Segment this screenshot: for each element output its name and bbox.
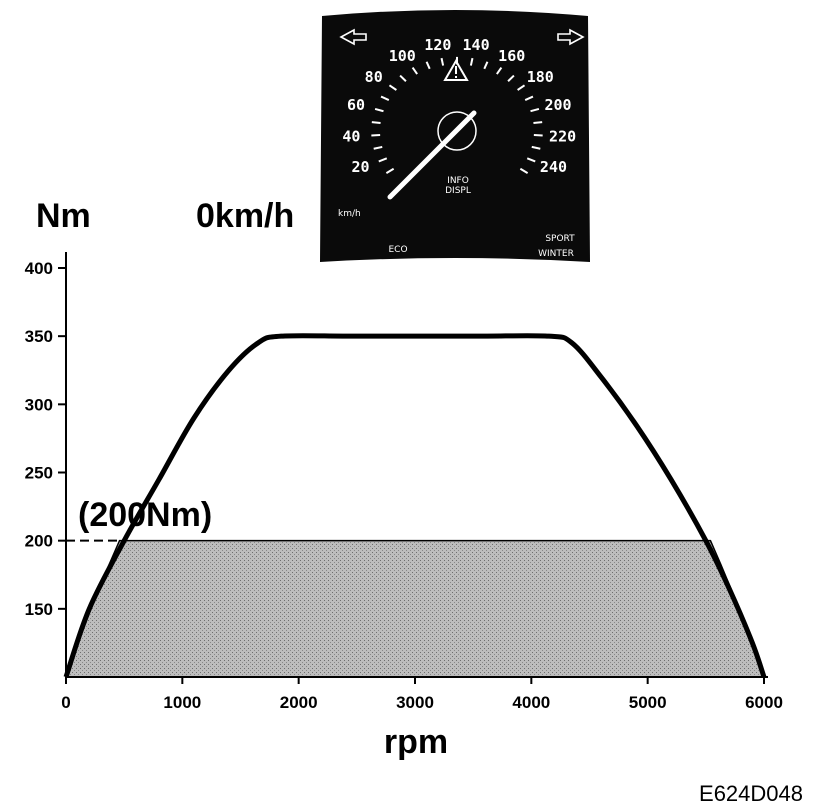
gauge-speed-label: 100 <box>389 47 416 65</box>
gauge-tick <box>517 84 526 91</box>
torque-limit-annotation: (200Nm) <box>78 496 212 534</box>
x-tick-label: 0 <box>61 693 70 712</box>
gauge-tick <box>524 95 534 102</box>
gauge-tick <box>378 157 388 163</box>
gauge-speed-label: 220 <box>549 127 576 145</box>
plot-area: 150 200 250 300 350 400 0 1000 2000 3000 4000 5000… <box>25 252 783 712</box>
gauge-unit-label: km/h <box>338 209 361 219</box>
gauge-speed-label: 200 <box>544 96 571 114</box>
winter-mode-label: WINTER <box>538 249 574 259</box>
gauge-tick <box>483 61 489 70</box>
torque-curve <box>63 333 767 678</box>
y-tick-label: 300 <box>25 395 53 414</box>
speed-readout: 0km/h <box>196 197 294 235</box>
gauge-tick <box>530 107 540 113</box>
x-tick-label: 3000 <box>396 693 434 712</box>
y-axis-label: Nm <box>36 197 91 235</box>
y-tick-label: 400 <box>25 259 53 278</box>
x-tick-label: 5000 <box>629 693 667 712</box>
gauge-tick <box>469 57 474 66</box>
gauge-speed-label: 180 <box>527 68 554 86</box>
gauge-tick <box>399 74 407 82</box>
gauge-tick <box>526 157 536 163</box>
left-arrow-icon <box>339 28 367 46</box>
gauge-hub <box>437 111 477 151</box>
y-tick-label: 350 <box>25 327 53 346</box>
gauge-tick <box>385 167 395 174</box>
gauge-speed-label: 160 <box>498 47 525 65</box>
info-display-label-2: DISPL <box>445 186 471 196</box>
sport-mode-label: SPORT <box>545 234 575 244</box>
gauge-speed-label: 120 <box>424 36 451 54</box>
y-tick-label: 150 <box>25 600 53 619</box>
y-tick-label: 200 <box>25 532 53 551</box>
gauge-tick <box>519 167 529 174</box>
gauge-tick <box>411 67 418 75</box>
gauge-needle <box>387 110 477 200</box>
x-tick-label: 2000 <box>280 693 318 712</box>
gauge-tick <box>440 57 445 66</box>
warning-icon <box>443 59 469 81</box>
gauge-speed-label: 60 <box>347 96 365 114</box>
figure-code: E624D048 <box>699 781 803 806</box>
gauge-speed-label: 240 <box>540 158 567 176</box>
x-tick-label: 1000 <box>163 693 201 712</box>
gauge-tick <box>507 74 515 82</box>
x-axis-label: rpm <box>384 723 448 761</box>
x-tick-label: 6000 <box>745 693 783 712</box>
torque-limit-band <box>64 539 766 678</box>
gauge-speed-label: 20 <box>351 158 369 176</box>
gauge-tick <box>380 95 390 102</box>
right-arrow-icon <box>557 28 585 46</box>
gauge-tick <box>425 61 431 70</box>
gauge-speed-label: 40 <box>342 127 360 145</box>
eco-mode-label: ECO <box>388 245 407 255</box>
gauge-tick <box>533 121 543 124</box>
gauge-tick <box>374 107 384 113</box>
gauge-tick <box>496 67 503 75</box>
gauge-tick <box>373 145 383 150</box>
y-tick-label: 250 <box>25 464 53 483</box>
x-tick-label: 4000 <box>512 693 550 712</box>
info-display-label: INFO <box>447 176 469 186</box>
gauge-tick <box>531 145 541 150</box>
gauge-speed-label: 80 <box>365 68 383 86</box>
gauge-tick <box>388 84 397 91</box>
gauge-speed-label: 140 <box>463 36 490 54</box>
gauge-tick <box>371 121 381 124</box>
